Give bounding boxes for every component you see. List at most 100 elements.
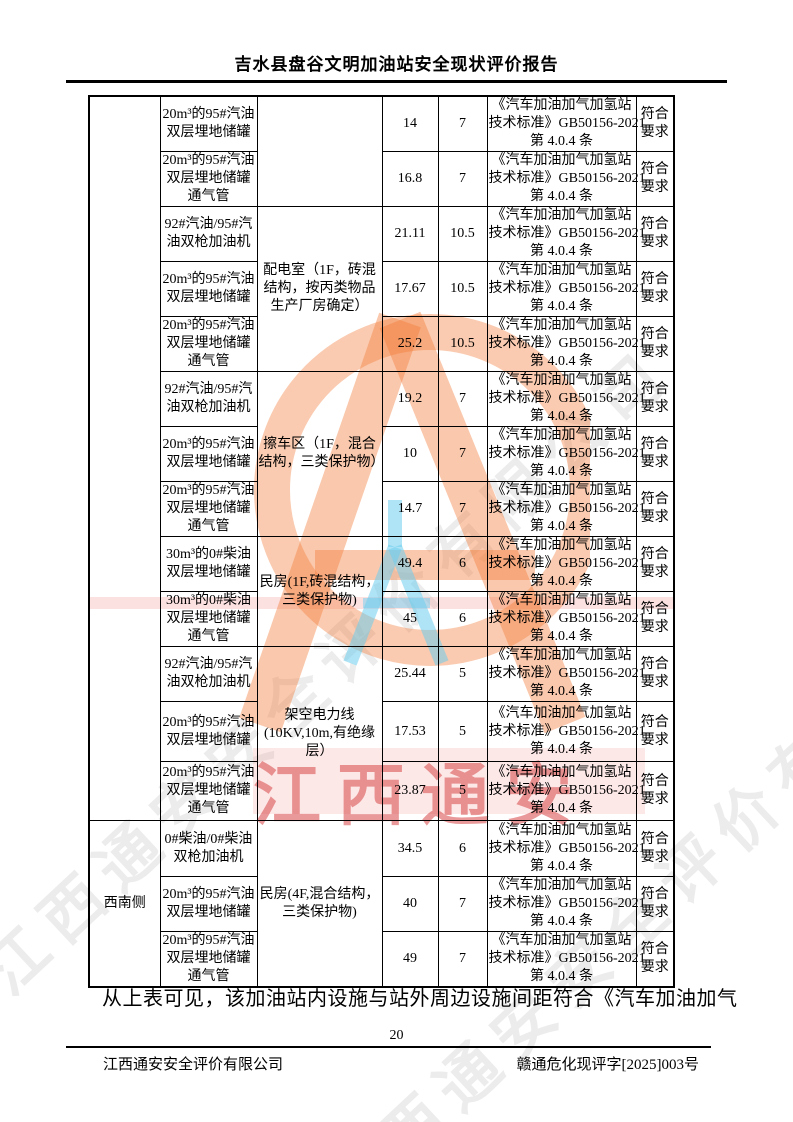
basis-line: 《汽车加油加气加氢站: [491, 98, 632, 113]
equipment-cell: 20m³的95#汽油双层埋地储罐通气管: [159, 481, 258, 537]
basis-line: 第 4.0.4 条: [530, 299, 593, 314]
basis-line: 第 4.0.4 条: [530, 409, 593, 424]
required-distance-cell: 7: [437, 876, 488, 932]
distance-table: 20m³的95#汽油双层埋地储罐 14 7 《汽车加油加气加氢站 技术标准》GB5015…: [88, 95, 675, 988]
facility-cell: 民房(1F,砖混结构，三类保护物): [256, 536, 383, 647]
side-cell: [88, 95, 161, 821]
distance-value-cell: 49.4: [381, 536, 439, 592]
basis-cell: 《汽车加油加气加氢站 技术标准》GB50156-2021 第 4.0.4 条: [486, 426, 646, 482]
equipment-cell: 30m³的0#柴油双层埋地储罐通气管: [159, 591, 258, 647]
basis-line: 技术标准》GB50156-2021: [488, 501, 646, 516]
basis-line: 技术标准》GB50156-2021: [488, 611, 646, 626]
required-distance-cell: 6: [437, 536, 488, 592]
equipment-cell: 20m³的95#汽油双层埋地储罐: [159, 95, 258, 152]
basis-line: 第 4.0.4 条: [530, 519, 593, 534]
basis-line: 《汽车加油加气加氢站: [491, 263, 632, 278]
table-row: 92#汽油/95#汽油双枪加油机 配电室（1F，砖混结构，按丙类物品生产厂房确定）…: [89, 206, 675, 372]
basis-line: 第 4.0.4 条: [530, 858, 593, 874]
basis-line: 技术标准》GB50156-2021: [488, 391, 646, 406]
table-row: 20m³的95#汽油双层埋地储罐通气管 14.7 7 《汽车加油加气加氢站 技术标准》G…: [89, 481, 675, 537]
basis-cell: 《汽车加油加气加氢站 技术标准》GB50156-2021 第 4.0.4 条: [486, 536, 646, 592]
distance-value-cell: 34.5: [381, 820, 439, 877]
result-cell: 符合要求: [635, 701, 675, 762]
result-cell: 符合要求: [635, 591, 675, 647]
basis-line: 第 4.0.4 条: [530, 354, 593, 369]
equipment-cell: 20m³的95#汽油双层埋地储罐通气管: [159, 931, 258, 988]
distance-value-cell: 17.53: [381, 701, 439, 762]
basis-cell: 《汽车加油加气加氢站 技术标准》GB50156-2021 第 4.0.4 条: [486, 820, 646, 877]
table-row: 20m³的95#汽油双层埋地储罐 14 7 《汽车加油加气加氢站 技术标准》GB5015…: [88, 95, 675, 821]
table-row: 92#汽油/95#汽油双枪加油机 架空电力线(10KV,10m,有绝缘层） 25.4…: [89, 646, 675, 821]
basis-cell: 《汽车加油加气加氢站 技术标准》GB50156-2021 第 4.0.4 条: [486, 701, 646, 762]
distance-table-body: 20m³的95#汽油双层埋地储罐 14 7 《汽车加油加气加氢站 技术标准》GB5015…: [88, 95, 675, 988]
basis-cell: 《汽车加油加气加氢站 技术标准》GB50156-2021 第 4.0.4 条: [486, 646, 646, 702]
basis-line: 《汽车加油加气加氢站: [491, 208, 632, 223]
basis-cell: 《汽车加油加气加氢站 技术标准》GB50156-2021 第 4.0.4 条: [486, 206, 646, 262]
table-row: 20m³的95#汽油双层埋地储罐 17.53 5 《汽车加油加气加氢站 技术标准》GB5…: [89, 701, 675, 762]
result-cell: 符合要求: [635, 206, 675, 262]
basis-line: 《汽车加油加气加氢站: [491, 648, 632, 663]
distance-value-cell: 14.7: [381, 481, 439, 537]
table-row: 20m³的95#汽油双层埋地储罐 17.67 10.5 《汽车加油加气加氢站 技术标准》…: [89, 261, 675, 317]
table-row: 20m³的95#汽油双层埋地储罐 10 7 《汽车加油加气加氢站 技术标准》GB5015…: [89, 426, 675, 482]
table-row: 20m³的95#汽油双层埋地储罐 40 7 《汽车加油加气加氢站 技术标准》GB5015…: [89, 876, 675, 932]
table-row: 20m³的95#汽油双层埋地储罐通气管 25.2 10.5 《汽车加油加气加氢站 技术标…: [89, 316, 675, 372]
distance-value-cell: 25.2: [381, 316, 439, 372]
page-number: 20: [389, 1028, 404, 1043]
basis-line: 《汽车加油加气加氢站: [491, 483, 632, 498]
required-distance-cell: 10.5: [437, 261, 488, 317]
basis-line: 《汽车加油加气加氢站: [491, 593, 632, 608]
basis-line: 《汽车加油加气加氢站: [491, 318, 632, 333]
basis-line: 技术标准》GB50156-2021: [488, 336, 646, 351]
distance-value-cell: 10: [381, 426, 439, 482]
table-row: 30m³的0#柴油双层埋地储罐通气管 45 6 《汽车加油加气加氢站 技术标准》GB50…: [89, 591, 675, 647]
required-distance-cell: 10.5: [437, 206, 488, 262]
distance-value-cell: 21.11: [381, 206, 439, 262]
basis-line: 第 4.0.4 条: [530, 969, 593, 984]
basis-line: 第 4.0.4 条: [530, 189, 593, 204]
basis-line: 第 4.0.4 条: [530, 574, 593, 589]
basis-line: 第 4.0.4 条: [530, 244, 593, 259]
equipment-cell: 0#柴油/0#柴油双枪加油机: [159, 820, 258, 877]
distance-value-cell: 23.87: [381, 761, 439, 821]
basis-cell: 《汽车加油加气加氢站 技术标准》GB50156-2021 第 4.0.4 条: [486, 261, 646, 317]
basis-cell: 《汽车加油加气加氢站 技术标准》GB50156-2021 第 4.0.4 条: [486, 761, 646, 821]
basis-line: 技术标准》GB50156-2021: [488, 556, 646, 571]
facility-cell: 民房(4F,混合结构，三类保护物): [256, 820, 383, 988]
table-row: 20m³的95#汽油双层埋地储罐通气管 49 7 《汽车加油加气加氢站 技术标准》GB5…: [89, 931, 675, 988]
required-distance-cell: 7: [437, 151, 488, 207]
facility-cell: 架空电力线(10KV,10m,有绝缘层）: [256, 646, 383, 821]
side-cell: 西南侧: [88, 820, 161, 988]
distance-value-cell: 17.67: [381, 261, 439, 317]
result-cell: 符合要求: [635, 876, 675, 932]
equipment-cell: 20m³的95#汽油双层埋地储罐: [159, 876, 258, 932]
facility-cell: 配电室（1F，砖混结构，按丙类物品生产厂房确定）: [256, 206, 383, 372]
footer-company-name: 江西通安安全评价有限公司: [103, 1057, 284, 1073]
table-row: 20m³的95#汽油双层埋地储罐通气管 23.87 5 《汽车加油加气加氢站 技术标准》…: [89, 761, 675, 821]
basis-line: 第 4.0.4 条: [530, 801, 593, 816]
required-distance-cell: 7: [437, 95, 488, 152]
header-rule: [66, 80, 727, 83]
equipment-cell: 92#汽油/95#汽油双枪加油机: [159, 371, 258, 427]
distance-value-cell: 14: [381, 95, 439, 152]
result-cell: 符合要求: [635, 371, 675, 427]
basis-cell: 《汽车加油加气加氢站 技术标准》GB50156-2021 第 4.0.4 条: [486, 591, 646, 647]
required-distance-cell: 5: [437, 701, 488, 762]
result-cell: 符合要求: [635, 646, 675, 702]
required-distance-cell: 5: [437, 761, 488, 821]
equipment-cell: 20m³的95#汽油双层埋地储罐通气管: [159, 151, 258, 207]
equipment-cell: 20m³的95#汽油双层埋地储罐: [159, 426, 258, 482]
equipment-cell: 20m³的95#汽油双层埋地储罐通气管: [159, 761, 258, 821]
table-row: 西南侧 0#柴油/0#柴油双枪加油机 民房(4F,混合结构，三类保护物) 34.5 6 《…: [88, 820, 675, 988]
footer-rule: [66, 1046, 711, 1048]
basis-line: 《汽车加油加气加氢站: [491, 153, 632, 168]
basis-cell: 《汽车加油加气加氢站 技术标准》GB50156-2021 第 4.0.4 条: [486, 481, 646, 537]
result-cell: 符合要求: [635, 151, 675, 207]
page-title: 吉水县盘谷文明加油站安全现状评价报告: [234, 55, 559, 74]
required-distance-cell: 7: [437, 426, 488, 482]
basis-cell: 《汽车加油加气加氢站 技术标准》GB50156-2021 第 4.0.4 条: [486, 931, 646, 988]
table-row: 30m³的0#柴油双层埋地储罐 民房(1F,砖混结构，三类保护物) 49.4 6 《汽车…: [89, 536, 675, 647]
basis-cell: 《汽车加油加气加氢站 技术标准》GB50156-2021 第 4.0.4 条: [486, 151, 646, 207]
basis-line: 技术标准》GB50156-2021: [488, 281, 646, 296]
result-cell: 符合要求: [635, 931, 675, 988]
